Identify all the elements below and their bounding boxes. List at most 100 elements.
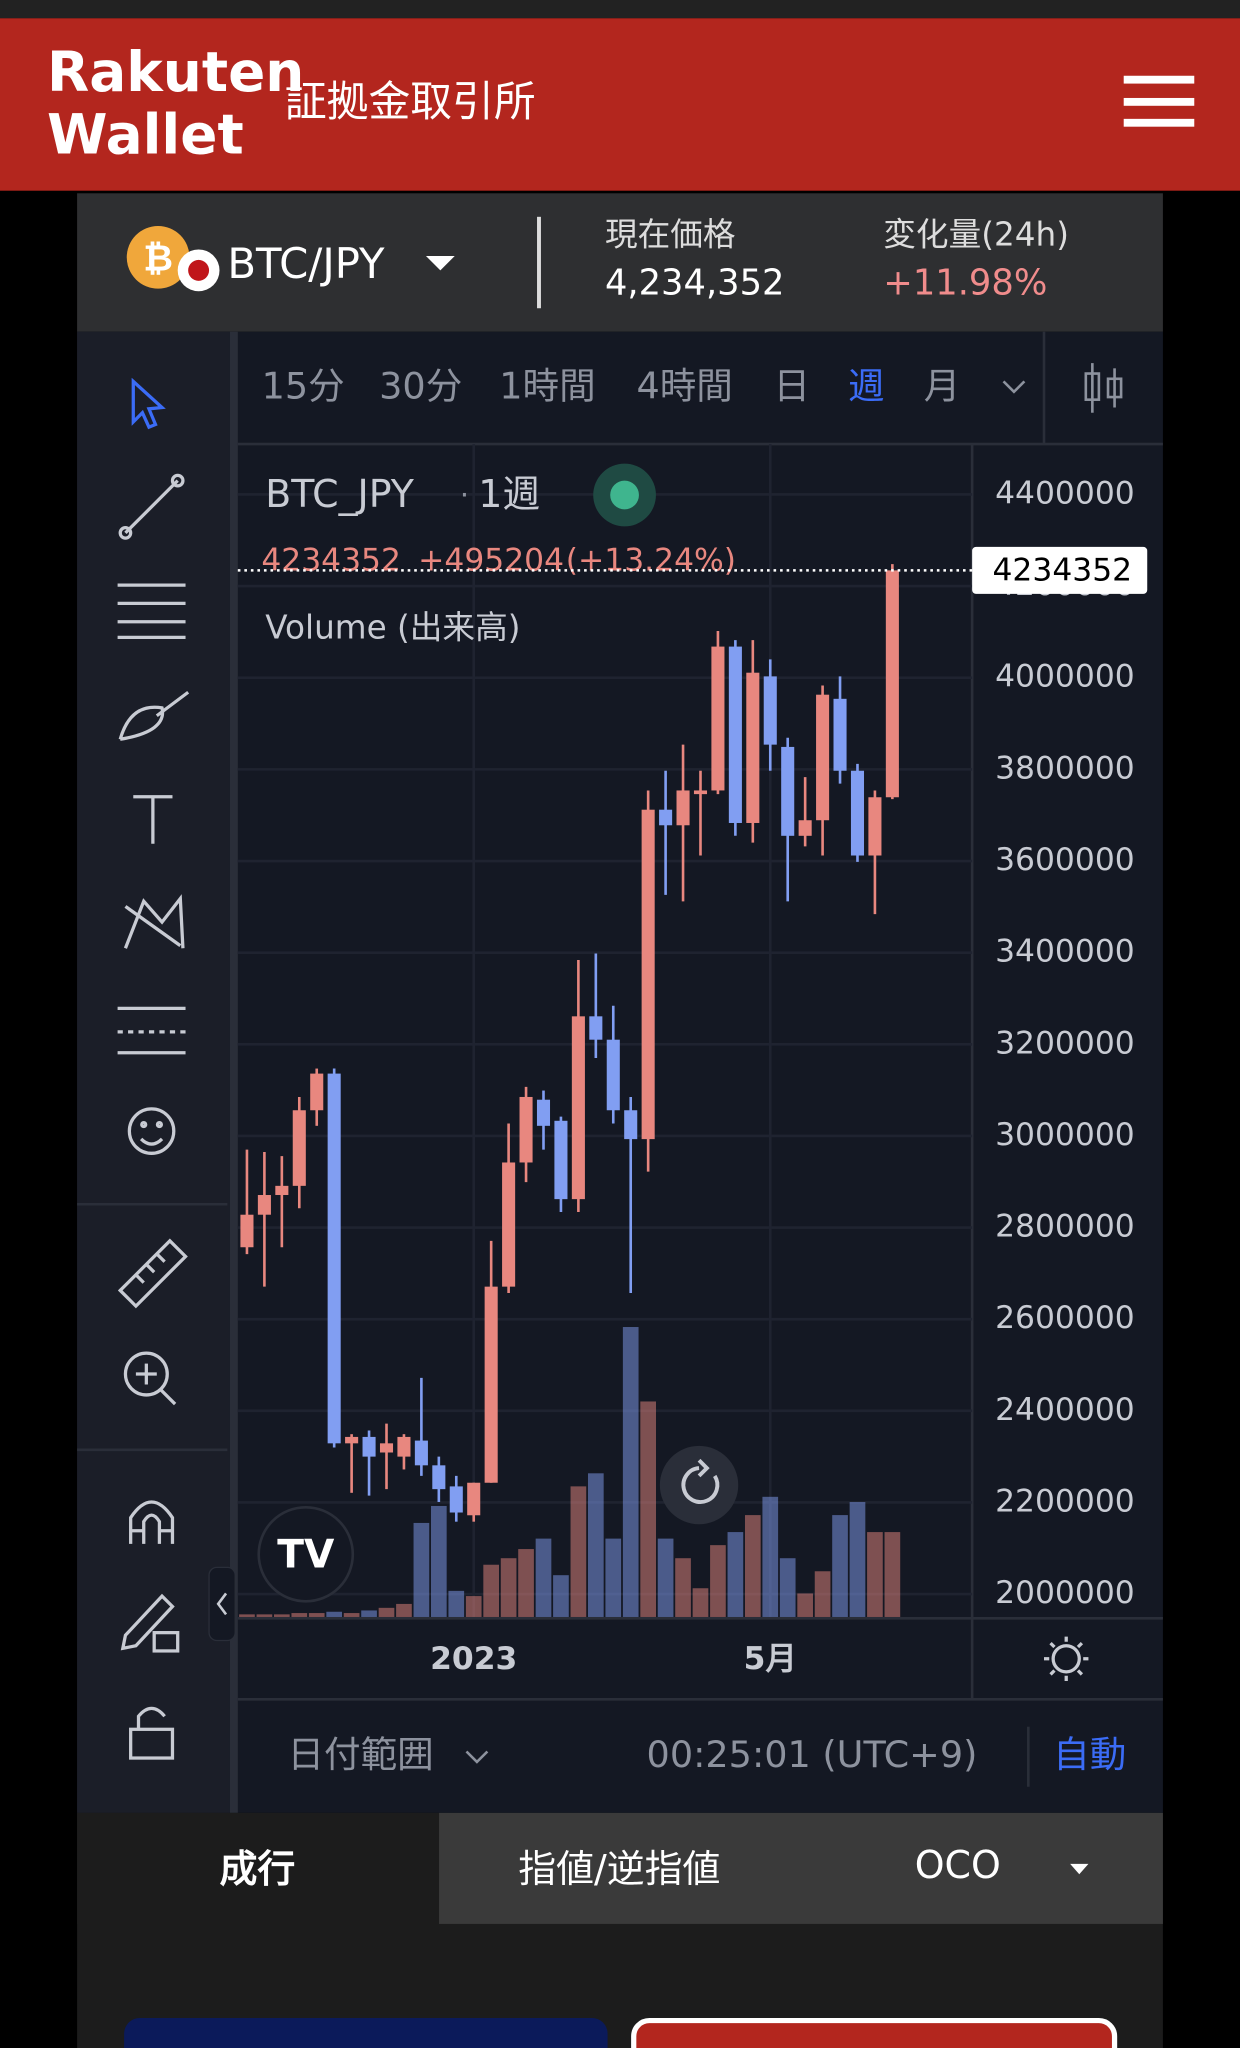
settings-icon[interactable] bbox=[1044, 1636, 1089, 1681]
jpy-dot bbox=[188, 259, 210, 281]
reset-button[interactable] bbox=[659, 1445, 739, 1525]
candle-body bbox=[885, 570, 899, 798]
sell-button[interactable] bbox=[631, 2017, 1118, 2048]
timeframe[interactable]: 月 bbox=[924, 364, 961, 407]
candle-body bbox=[641, 809, 655, 1140]
divider bbox=[537, 216, 541, 309]
status-strip bbox=[0, 0, 1240, 19]
volume-bar bbox=[308, 1613, 325, 1617]
y-tick-label: 3800000 bbox=[995, 750, 1135, 786]
candle-body bbox=[816, 694, 830, 821]
candle-body bbox=[659, 809, 673, 826]
tab-label[interactable]: 指値/逆指値 bbox=[518, 1847, 720, 1891]
volume-bar bbox=[744, 1515, 761, 1617]
tv-logo[interactable] bbox=[257, 1505, 355, 1603]
candle-body bbox=[432, 1465, 446, 1490]
volume-bar bbox=[832, 1515, 848, 1617]
candle-body bbox=[327, 1073, 341, 1444]
candle-body bbox=[850, 770, 865, 856]
candle-body bbox=[536, 1099, 551, 1126]
collapse-tab[interactable] bbox=[208, 1566, 236, 1642]
volume-bar bbox=[343, 1613, 360, 1617]
candle-body bbox=[257, 1195, 271, 1215]
pair-dropdown[interactable] bbox=[425, 256, 455, 271]
timeframe-more[interactable] bbox=[1002, 380, 1026, 394]
volume-bar bbox=[779, 1558, 796, 1617]
tab-market[interactable] bbox=[77, 1812, 440, 1924]
y-tick-label: 3400000 bbox=[995, 934, 1135, 970]
volume-bar bbox=[396, 1603, 412, 1617]
volume-bar bbox=[675, 1558, 691, 1617]
y-tick-label: 3200000 bbox=[995, 1025, 1135, 1061]
volume-bar bbox=[814, 1571, 831, 1617]
timeframe[interactable]: 30分 bbox=[379, 364, 462, 407]
volume-bar bbox=[448, 1590, 465, 1617]
timeframe[interactable]: 1時間 bbox=[499, 364, 595, 407]
volume-bar bbox=[413, 1522, 430, 1617]
volume-bar bbox=[849, 1502, 866, 1617]
header-title: 証拠金取引所 bbox=[285, 77, 536, 126]
auto-scale[interactable]: 自動 bbox=[1053, 1733, 1126, 1776]
timeframe[interactable]: 日 bbox=[774, 364, 811, 407]
candle-body bbox=[606, 1039, 620, 1111]
volume-bar bbox=[378, 1607, 395, 1617]
date-range[interactable]: 日付範囲 bbox=[287, 1733, 433, 1776]
status-dot bbox=[610, 480, 639, 510]
candle-body bbox=[519, 1096, 533, 1163]
y-tick-label: 2200000 bbox=[995, 1483, 1135, 1519]
candle-body bbox=[292, 1110, 306, 1186]
legend-close: 4234352 bbox=[261, 543, 401, 579]
volume-bar bbox=[274, 1614, 290, 1617]
buy-button[interactable] bbox=[124, 2017, 608, 2048]
volume-bar bbox=[291, 1613, 308, 1617]
candle-body bbox=[833, 698, 847, 771]
y-tick-label: 2600000 bbox=[995, 1300, 1135, 1336]
pair[interactable]: BTC/JPY bbox=[227, 239, 385, 288]
candle-body bbox=[484, 1286, 498, 1483]
volume-label: Volume (出来高) bbox=[265, 609, 520, 647]
price-label: 現在価格 bbox=[605, 215, 736, 253]
candle-body bbox=[310, 1073, 324, 1111]
candle-body bbox=[868, 797, 882, 856]
volume-bar bbox=[692, 1588, 709, 1617]
candle-body bbox=[571, 1016, 585, 1200]
timeframe[interactable]: 週 bbox=[848, 364, 885, 407]
candle-body bbox=[467, 1482, 481, 1516]
timeframe[interactable]: 4時間 bbox=[636, 364, 732, 407]
candle-body bbox=[449, 1486, 463, 1513]
volume-bar bbox=[239, 1614, 255, 1617]
candle-body bbox=[711, 646, 725, 791]
tab-others[interactable] bbox=[439, 1812, 1163, 1924]
last-price-tag bbox=[972, 546, 1148, 594]
y-tick-label: 3600000 bbox=[995, 842, 1135, 878]
volume-bar bbox=[518, 1549, 534, 1617]
tab-label[interactable]: 成行 bbox=[220, 1847, 296, 1891]
candle-body bbox=[554, 1120, 568, 1200]
logo-bottom: Wallet bbox=[47, 103, 244, 167]
candle-body bbox=[676, 790, 690, 826]
tv-logo-mark: TV bbox=[277, 1532, 335, 1577]
toolbar-edge bbox=[229, 331, 238, 1813]
x-tick-label: 2023 bbox=[430, 1641, 517, 1677]
tool-icons[interactable] bbox=[117, 377, 190, 1760]
candle-body bbox=[414, 1440, 428, 1466]
volume-bar bbox=[256, 1614, 273, 1617]
timeframe[interactable]: 15分 bbox=[262, 364, 345, 407]
y-tick-label: 3000000 bbox=[995, 1117, 1135, 1153]
interval: 1週 bbox=[478, 472, 540, 516]
separator-dot: · bbox=[460, 477, 469, 511]
chart-type-icon[interactable] bbox=[1084, 363, 1123, 413]
symbol: BTC_JPY bbox=[265, 472, 414, 516]
reset-icon bbox=[681, 1458, 720, 1504]
candle-body bbox=[379, 1443, 394, 1453]
legend-change-pct: (+13.24%) bbox=[566, 543, 736, 579]
candle-body bbox=[345, 1436, 359, 1444]
menu-button[interactable] bbox=[1123, 75, 1195, 127]
tab-label[interactable]: OCO bbox=[915, 1843, 1001, 1887]
oco-dropdown[interactable] bbox=[1070, 1863, 1089, 1875]
volume-bar bbox=[884, 1532, 901, 1617]
volume-bar bbox=[430, 1505, 447, 1617]
volume-bar bbox=[587, 1473, 604, 1617]
